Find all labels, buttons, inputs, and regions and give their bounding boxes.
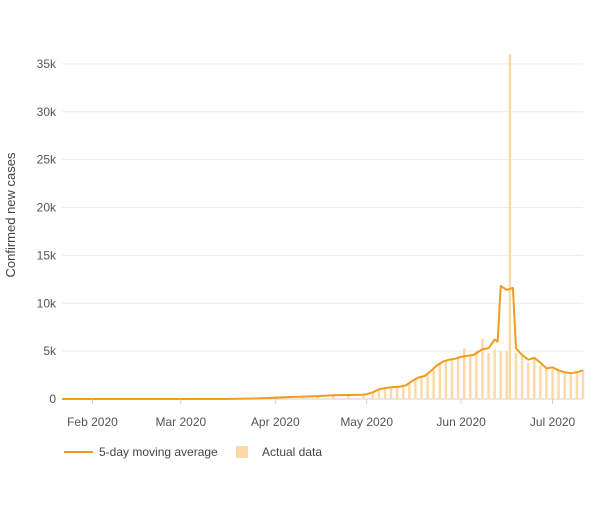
legend[interactable]: 5-day moving average Actual data (64, 445, 322, 459)
data-bar[interactable] (533, 359, 535, 399)
x-tick-label: May 2020 (340, 415, 393, 429)
data-bar[interactable] (539, 365, 541, 399)
y-tick-label: 15k (37, 248, 57, 262)
y-axis-ticks: 0 5k 10k 15k 20k 25k 30k 35k (37, 57, 57, 406)
data-bar[interactable] (426, 374, 428, 399)
legend-bar-swatch (236, 446, 248, 458)
data-bar[interactable] (527, 363, 529, 399)
data-bar[interactable] (509, 54, 511, 399)
data-bar[interactable] (451, 359, 453, 399)
data-bar[interactable] (500, 351, 502, 399)
y-tick-label: 25k (37, 153, 57, 167)
data-bar[interactable] (439, 365, 441, 399)
y-tick-label: 30k (37, 105, 57, 119)
x-tick-label: Feb 2020 (67, 415, 118, 429)
y-tick-label: 0 (49, 392, 56, 406)
legend-label-actual-data: Actual data (262, 445, 322, 459)
data-bar[interactable] (582, 370, 584, 399)
data-bar[interactable] (445, 361, 447, 399)
data-bar[interactable] (475, 351, 477, 399)
data-bar[interactable] (487, 353, 489, 399)
data-bar[interactable] (384, 388, 386, 399)
data-bar[interactable] (551, 369, 553, 399)
data-bar[interactable] (570, 374, 572, 399)
x-tick-label: Jun 2020 (436, 415, 486, 429)
x-axis-ticks: Feb 2020 Mar 2020 Apr 2020 May 2020 Jun 2020… (67, 399, 575, 429)
y-tick-label: 35k (37, 57, 57, 71)
y-tick-label: 5k (43, 344, 57, 358)
data-bar[interactable] (521, 355, 523, 399)
data-bar[interactable] (506, 351, 508, 399)
data-bar[interactable] (378, 390, 380, 399)
legend-item-actual-data[interactable]: Actual data (236, 445, 322, 459)
y-axis-title: Confirmed new cases (3, 152, 18, 277)
data-bar[interactable] (396, 387, 398, 399)
x-tick-label: Mar 2020 (155, 415, 206, 429)
legend-label-moving-average: 5-day moving average (99, 445, 218, 459)
data-bar[interactable] (564, 372, 566, 399)
data-bar[interactable] (414, 380, 416, 399)
x-tick-label: Apr 2020 (251, 415, 300, 429)
data-bar[interactable] (420, 377, 422, 399)
y-tick-label: 10k (37, 296, 57, 310)
data-bar[interactable] (402, 386, 404, 399)
data-bar[interactable] (408, 384, 410, 399)
data-bar[interactable] (557, 370, 559, 399)
actual-data-bars (244, 54, 585, 399)
y-tick-label: 20k (37, 201, 57, 215)
data-bar[interactable] (432, 370, 434, 399)
x-tick-label: Jul 2020 (530, 415, 576, 429)
data-bar[interactable] (469, 356, 471, 399)
data-bar[interactable] (545, 367, 547, 399)
data-bar[interactable] (576, 373, 578, 399)
data-bar[interactable] (390, 388, 392, 399)
data-bar[interactable] (515, 353, 517, 399)
data-bar[interactable] (372, 393, 374, 399)
data-bar[interactable] (481, 339, 483, 399)
grid (62, 64, 583, 399)
data-bar[interactable] (457, 356, 459, 399)
legend-item-moving-average[interactable]: 5-day moving average (64, 445, 218, 459)
data-bar[interactable] (493, 349, 495, 399)
